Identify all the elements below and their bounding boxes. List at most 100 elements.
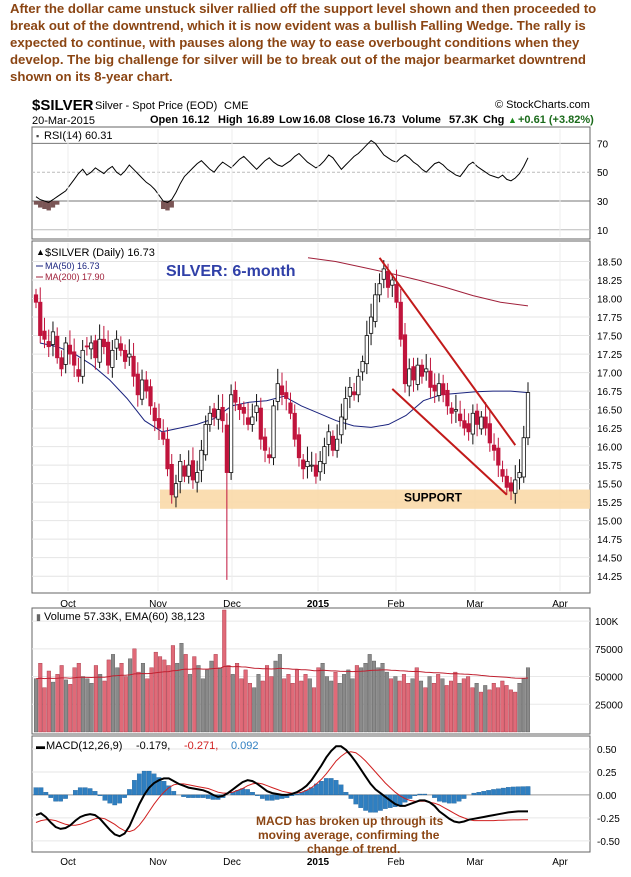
macd-hist-bar (368, 794, 373, 813)
candle-body (462, 420, 467, 429)
macd-annotation-line2: moving average, confirming the (258, 828, 440, 842)
macd-tick-label: 0.25 (597, 768, 617, 779)
candle-body (169, 463, 174, 496)
macd-hist-bar (146, 770, 152, 796)
candle-body (199, 449, 204, 471)
volume-bar (51, 681, 56, 733)
macd-hist-bar (132, 780, 137, 796)
volume-bar (149, 667, 154, 733)
candle-body (229, 394, 234, 473)
candle-body (517, 472, 522, 479)
x-label-top: Nov (149, 599, 167, 610)
rsi-tick-label: 30 (597, 197, 609, 208)
support-band (160, 489, 590, 509)
candle-body (245, 417, 251, 425)
rsi-line (35, 139, 529, 203)
candle-body (381, 268, 386, 280)
rsi-icon: ▪ (36, 131, 39, 141)
candle-body (46, 341, 51, 348)
ma200-legend: MA(200) 17.90 (45, 272, 105, 282)
x-label-bottom: Oct (60, 857, 76, 868)
volume-bar (192, 656, 197, 733)
macd-hist-bar (417, 793, 423, 796)
volume-bar (393, 676, 398, 733)
volume-bar (205, 669, 210, 733)
candle-body (279, 385, 285, 396)
macd-hist-bar (520, 786, 526, 796)
candle-body (275, 383, 280, 402)
price-tick-label: 18.25 (597, 276, 622, 287)
candle-body (284, 392, 289, 399)
macd-hist-bar (259, 794, 265, 799)
candle-body (258, 407, 263, 440)
wedge-lower-line (391, 388, 508, 496)
macd-hist-bar (122, 794, 127, 798)
volume-bar (384, 671, 389, 733)
candle-body (114, 338, 119, 349)
candle-body (118, 343, 123, 351)
candle-body (216, 409, 221, 420)
candle-body (250, 416, 255, 425)
volume-bar (183, 654, 188, 733)
candle-body (212, 408, 217, 418)
volume-bar (466, 676, 471, 733)
volume-bar (63, 679, 68, 733)
candle-body (343, 398, 348, 420)
chg-label: Chg (483, 114, 504, 126)
price-tick-label: 15.50 (597, 480, 622, 491)
candle-body (271, 405, 276, 459)
volume-bar (320, 663, 325, 733)
volume-tick-label: 50000 (595, 673, 623, 684)
volume-bar (179, 643, 184, 733)
volume-bar (277, 654, 282, 733)
x-label-top: Apr (552, 599, 568, 610)
candle-body (390, 279, 395, 286)
macd-hist-bar (328, 778, 334, 796)
volume-bar (329, 680, 334, 733)
volume-bar (324, 676, 329, 733)
volume-bar (170, 645, 175, 733)
volume-bar (508, 689, 513, 733)
volume-bar (290, 683, 295, 733)
volume-tick-label: 25000 (595, 700, 623, 711)
candle-body (496, 447, 501, 466)
macd-hist-bar (510, 786, 516, 796)
volume-bar (239, 678, 244, 733)
commentary-text: After the dollar came unstuck silver ral… (10, 1, 597, 84)
macd-hist-bar (136, 773, 142, 796)
price-tick-label: 16.75 (597, 387, 622, 398)
price-tick-label: 15.00 (597, 517, 622, 528)
volume-bar (419, 680, 424, 733)
volume-bar (316, 667, 321, 733)
rsi-tick-label: 50 (597, 168, 609, 179)
volume-bar (153, 651, 158, 733)
candle-body (309, 464, 314, 467)
macd-hist-bar (102, 794, 108, 801)
macd-hist-bar (196, 794, 201, 798)
volume-bar (158, 656, 163, 733)
low-value: 16.08 (303, 114, 331, 126)
volume-bar (389, 678, 394, 733)
macd-hist-bar (33, 787, 39, 796)
macd-signal-line (35, 751, 528, 833)
low-label: Low (279, 114, 301, 126)
candle-body (305, 461, 310, 468)
candle-body (436, 383, 442, 396)
candle-body (398, 301, 403, 340)
candle-body (80, 349, 85, 377)
volume-value: 57.3K (449, 114, 478, 126)
volume-bar (136, 671, 141, 733)
macd-hist-bar (156, 777, 162, 796)
candle-body (441, 383, 446, 396)
volume-bar (517, 683, 522, 733)
macd-legend-value: -0.179, (136, 740, 170, 752)
x-label-bottom: Apr (552, 857, 568, 868)
candle-body (288, 402, 293, 414)
volume-bar (448, 680, 453, 733)
macd-hist-bar (186, 794, 191, 798)
macd-hist-bar (97, 794, 103, 796)
candle-body (59, 357, 64, 370)
candle-body (445, 389, 450, 407)
macd-hist-bar (348, 794, 354, 799)
volume-bar (34, 678, 39, 733)
